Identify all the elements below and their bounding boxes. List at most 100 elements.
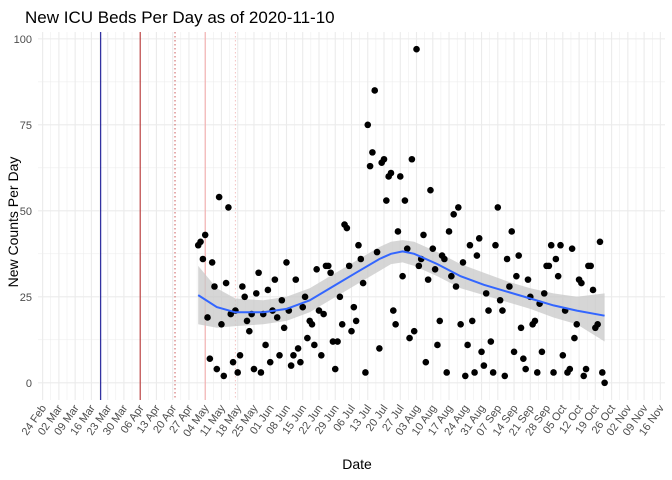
data-point (582, 365, 590, 373)
grid (38, 32, 665, 400)
data-point (250, 365, 258, 373)
data-point (280, 324, 288, 332)
data-point (547, 241, 555, 249)
data-point (424, 276, 432, 283)
data-point (473, 252, 481, 259)
smooth-trend-line (197, 250, 605, 317)
data-point (459, 259, 467, 266)
data-point (257, 369, 265, 376)
x-axis-title: Date (342, 456, 372, 472)
y-tick-label: 100 (14, 34, 32, 46)
y-tick-label: 50 (20, 206, 32, 218)
data-point (461, 372, 469, 380)
data-point (450, 210, 457, 218)
data-point (408, 155, 416, 163)
data-point (348, 327, 355, 335)
data-point (222, 279, 230, 287)
data-point (520, 355, 527, 363)
data-point (394, 228, 402, 235)
data-point (371, 87, 379, 94)
data-point (197, 238, 204, 246)
data-point (448, 272, 455, 280)
data-point (429, 245, 437, 252)
data-point (338, 321, 346, 328)
data-point (478, 348, 485, 356)
data-point (480, 362, 488, 369)
data-point (524, 276, 532, 283)
data-point (255, 269, 262, 277)
data-point (568, 245, 576, 252)
data-point (401, 197, 409, 204)
data-point (345, 262, 353, 270)
data-point (501, 372, 509, 380)
data-point (471, 369, 478, 376)
data-point (599, 369, 606, 376)
data-point (492, 241, 499, 249)
data-point (399, 272, 406, 280)
data-point (594, 321, 601, 328)
y-tick-label: 0 (26, 378, 32, 390)
data-point (262, 341, 269, 349)
data-point (436, 317, 444, 325)
data-point (464, 341, 471, 349)
data-point (406, 334, 413, 342)
data-point (241, 293, 248, 301)
data-point (343, 224, 351, 232)
data-point (294, 345, 302, 352)
data-point (331, 365, 339, 373)
data-point (266, 358, 274, 366)
smooth-line (197, 250, 605, 317)
data-point (213, 365, 221, 373)
data-points (194, 45, 608, 387)
data-point (313, 266, 320, 273)
data-point (364, 121, 372, 129)
data-point (506, 283, 513, 290)
data-point (554, 272, 562, 280)
data-point (278, 296, 286, 304)
y-tick-label: 75 (20, 120, 32, 132)
data-point (315, 307, 323, 314)
data-point (396, 173, 404, 180)
data-point (559, 351, 567, 359)
data-point (311, 341, 318, 349)
data-point (489, 369, 497, 376)
data-point (206, 355, 214, 363)
data-point (369, 149, 376, 156)
data-point (287, 362, 295, 369)
data-point (494, 204, 502, 211)
data-point (499, 307, 506, 314)
data-point (334, 338, 341, 345)
y-axis-ticks: 0 25 50 75 100 (14, 34, 32, 390)
confidence-band-area (198, 240, 605, 342)
data-point (566, 365, 574, 373)
data-point (415, 262, 423, 270)
data-point (522, 365, 529, 373)
data-point (496, 296, 504, 304)
data-point (327, 269, 334, 277)
data-point (427, 186, 434, 194)
data-point (443, 369, 451, 376)
data-point (324, 262, 332, 270)
data-point (387, 169, 395, 177)
data-point (596, 238, 604, 246)
data-point (264, 286, 272, 294)
data-point (441, 255, 448, 263)
data-point (273, 314, 281, 321)
data-point (445, 228, 453, 235)
data-point (299, 303, 307, 311)
data-point (457, 321, 464, 328)
data-point (503, 255, 511, 263)
data-point (246, 327, 253, 335)
data-point (215, 193, 223, 201)
data-point (552, 255, 560, 263)
data-point (531, 317, 539, 325)
data-point (304, 334, 311, 342)
data-point (390, 307, 397, 314)
data-point (211, 283, 218, 290)
data-point (234, 369, 242, 376)
data-point (452, 283, 460, 290)
data-point (383, 197, 390, 204)
data-point (557, 241, 564, 249)
data-point (362, 369, 369, 376)
data-point (318, 351, 325, 359)
